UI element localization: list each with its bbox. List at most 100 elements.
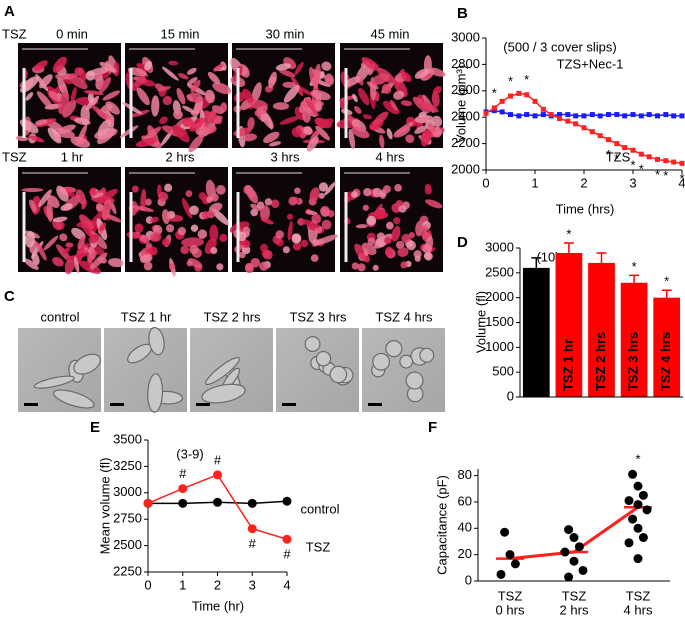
cell	[372, 352, 391, 371]
data-point	[633, 523, 643, 533]
cell	[105, 101, 120, 115]
cell	[62, 99, 77, 118]
time-label: 45 min	[370, 26, 409, 41]
data-point	[569, 533, 579, 543]
y-tick-label: 2800	[451, 56, 480, 71]
cell	[427, 123, 436, 134]
cell	[106, 214, 122, 223]
cell	[250, 208, 259, 217]
cell	[75, 241, 85, 265]
condition-label: TSZ 1 hr	[121, 309, 172, 324]
data-point	[524, 112, 530, 118]
cell	[428, 67, 446, 77]
error-bar	[661, 289, 672, 298]
data-point	[574, 542, 584, 552]
y-axis-label: Volume (μm³)	[453, 65, 468, 143]
cell	[425, 199, 443, 209]
y-tick-label: 40	[458, 520, 472, 535]
cell	[397, 247, 409, 257]
data-point	[614, 141, 620, 147]
data-point	[633, 554, 643, 564]
image-tile	[230, 43, 335, 152]
cell	[361, 242, 377, 256]
cell	[381, 83, 392, 95]
cell	[52, 56, 67, 73]
cell	[23, 258, 39, 270]
data-point	[516, 113, 522, 119]
cell	[310, 254, 319, 262]
category-label: TSZ	[626, 588, 651, 603]
cell	[38, 189, 52, 208]
cell	[52, 216, 68, 223]
category-label: control	[528, 347, 543, 391]
cell	[176, 87, 186, 105]
cell	[254, 105, 268, 116]
cell	[432, 86, 442, 95]
x-tick-label: 2	[580, 175, 587, 190]
cell	[43, 235, 59, 251]
row-label: TSZ	[2, 149, 27, 164]
y-tick-label: 60	[458, 493, 472, 508]
annotation: (3-9)	[176, 446, 203, 461]
cell	[63, 78, 72, 85]
data-point	[560, 547, 570, 557]
cell	[173, 109, 183, 120]
x-tick-label: 4	[283, 577, 290, 592]
cell	[318, 182, 329, 192]
data-point	[510, 559, 520, 569]
y-tick-label: 2500	[113, 537, 142, 552]
image-tile	[18, 328, 101, 412]
data-point	[178, 484, 188, 494]
y-tick-label: 2400	[451, 109, 480, 124]
cell	[74, 67, 84, 76]
data-point	[540, 106, 546, 112]
cell	[241, 245, 251, 255]
data-point	[633, 481, 643, 491]
y-tick-label: 20	[458, 546, 472, 561]
data-point	[589, 112, 595, 118]
cell	[398, 205, 407, 213]
data-point	[565, 112, 571, 118]
cell	[206, 196, 213, 203]
cell	[165, 224, 175, 233]
cell	[25, 231, 35, 248]
panel-letter: C	[4, 288, 15, 305]
cell	[413, 250, 422, 259]
cell	[316, 119, 325, 127]
error-bar	[563, 242, 574, 253]
cell	[140, 188, 147, 212]
cell	[379, 134, 385, 149]
data-point	[589, 129, 595, 135]
significance-mark: #	[214, 452, 222, 467]
data-point	[499, 98, 505, 104]
data-point	[671, 159, 677, 165]
data-point	[638, 151, 644, 157]
cell	[119, 125, 139, 138]
cell	[315, 350, 332, 367]
panel-letter: B	[457, 5, 468, 22]
cell	[405, 371, 424, 390]
condition-label: TSZ 2 hrs	[203, 309, 261, 324]
cell	[96, 203, 104, 212]
cell	[36, 241, 47, 261]
data-point	[624, 496, 634, 506]
cell	[420, 101, 439, 113]
cell	[187, 258, 203, 269]
y-tick-label: 2000	[485, 289, 514, 304]
cell	[306, 136, 319, 152]
significance-mark: *	[632, 259, 637, 274]
time-label: 30 min	[265, 26, 304, 41]
cell	[386, 128, 393, 140]
y-tick-label: 3250	[113, 458, 142, 473]
panel-letter: A	[4, 3, 15, 20]
cell	[220, 102, 228, 113]
cell	[282, 246, 290, 254]
cell	[268, 71, 277, 89]
cell	[213, 64, 224, 72]
data-point	[581, 125, 587, 131]
condition-label: TSZ 3 hrs	[289, 309, 347, 324]
x-tick-label: 3	[629, 175, 636, 190]
cell	[46, 200, 53, 222]
cell	[102, 90, 120, 101]
